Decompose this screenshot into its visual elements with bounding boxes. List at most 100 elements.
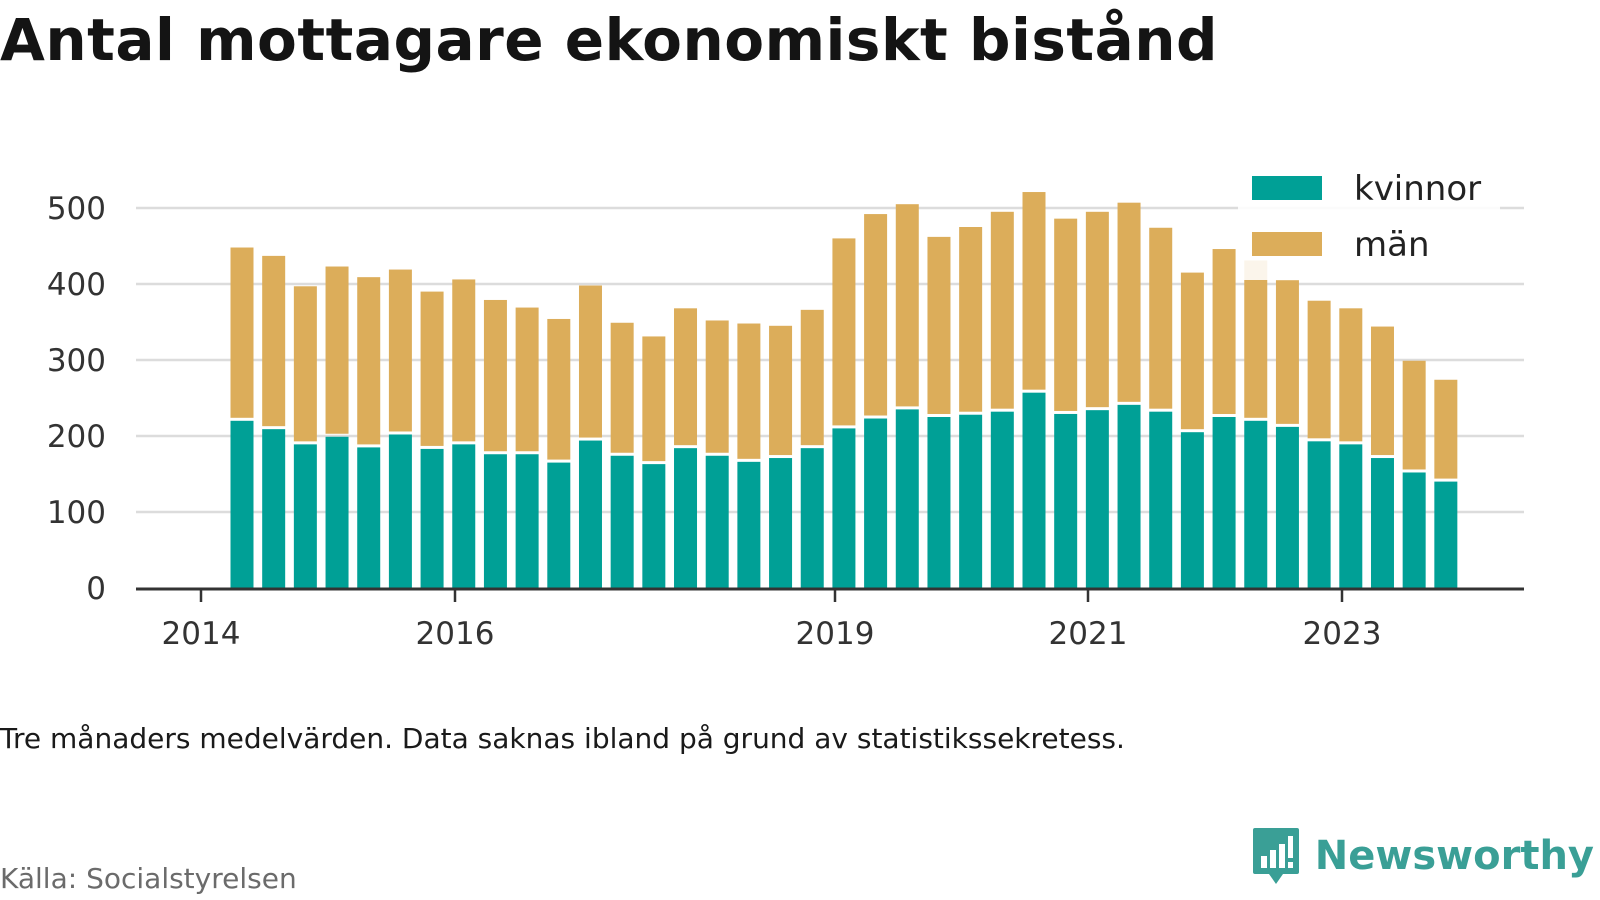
bar-man (547, 318, 571, 460)
bar-kvinnor (1402, 472, 1426, 588)
bar-kvinnor (1434, 481, 1458, 588)
bar-man (610, 322, 634, 453)
bar-man (769, 325, 793, 456)
bar-man (1180, 272, 1204, 430)
bar-man (1244, 260, 1268, 418)
bar-kvinnor (927, 417, 951, 588)
bar-kvinnor (230, 420, 254, 588)
bar-man (990, 211, 1014, 409)
bar-kvinnor (1307, 441, 1331, 588)
bar-kvinnor (769, 458, 793, 588)
bar-man (1307, 300, 1331, 439)
bar-kvinnor (1339, 444, 1363, 588)
bar-man (800, 309, 824, 446)
bar-man (1402, 360, 1426, 470)
x-tick-label: 2014 (162, 616, 241, 652)
y-tick-label: 100 (47, 495, 106, 531)
bar-man (927, 236, 951, 414)
bar-man (483, 299, 507, 452)
chart-title: Antal mottagare ekonomiskt bistånd (0, 6, 1219, 74)
bar-kvinnor (864, 418, 888, 588)
bar-man (420, 291, 444, 446)
bar-kvinnor (420, 448, 444, 588)
bar-kvinnor (642, 464, 666, 588)
x-tick-label: 2019 (796, 616, 875, 652)
x-tick-label: 2023 (1303, 616, 1382, 652)
bar-kvinnor (1180, 432, 1204, 588)
bar-kvinnor (705, 455, 729, 588)
bar-man (1370, 326, 1394, 456)
newsworthy-logo: Newsworthy (1251, 826, 1594, 886)
bar-kvinnor (1085, 410, 1109, 588)
bar-kvinnor (1275, 426, 1299, 588)
bar-kvinnor (262, 429, 286, 588)
y-tick-label: 300 (47, 343, 106, 379)
bar-chart-bubble-icon (1252, 828, 1299, 884)
bar-man (674, 308, 698, 446)
bar-man (1212, 249, 1236, 414)
bar-kvinnor (293, 444, 317, 588)
chart-caption: Tre månaders medelvärden. Data saknas ib… (0, 722, 1125, 755)
bar-kvinnor (1117, 404, 1141, 588)
y-axis-tick-labels: 0 100 200 300 400 500 (47, 191, 106, 607)
bar-kvinnor (1212, 417, 1236, 588)
bar-man (325, 266, 349, 434)
legend-label-kvinnor: kvinnor (1354, 169, 1481, 209)
bar-man (230, 247, 254, 418)
bar-kvinnor (388, 434, 412, 588)
bar-man (1054, 218, 1078, 411)
bars (230, 192, 1458, 588)
bar-man (388, 269, 412, 432)
bar-man (1022, 192, 1046, 390)
x-tick-label: 2021 (1049, 616, 1128, 652)
bar-kvinnor (1370, 458, 1394, 588)
bar-kvinnor (547, 462, 571, 588)
bar-man (1117, 202, 1141, 402)
bar-man (515, 307, 539, 452)
bar-kvinnor (483, 454, 507, 588)
bar-kvinnor (990, 411, 1014, 588)
bar-man (1085, 211, 1109, 408)
stacked-bar-chart: 0 100 200 300 400 500 2014 2016 2019 2021 2023 kv… (47, 162, 1524, 652)
bar-kvinnor (515, 454, 539, 588)
bar-man (895, 204, 919, 407)
bar-kvinnor (357, 447, 381, 588)
bar-kvinnor (800, 448, 824, 588)
y-tick-label: 400 (47, 267, 106, 303)
bar-kvinnor (1244, 420, 1268, 588)
bar-man (1149, 227, 1173, 409)
bar-man (705, 320, 729, 453)
bar-kvinnor (674, 448, 698, 588)
bar-man (1275, 280, 1299, 424)
bar-man (959, 227, 983, 412)
bar-man (737, 323, 761, 459)
bar-kvinnor (1149, 411, 1173, 588)
bar-man (1339, 308, 1363, 442)
x-axis-ticks: 2014 2016 2019 2021 2023 (162, 589, 1382, 652)
bar-kvinnor (832, 428, 856, 588)
bar-kvinnor (895, 409, 919, 588)
bar-man (357, 277, 381, 445)
bar-kvinnor (452, 444, 476, 588)
bar-man (642, 336, 666, 462)
bar-man (262, 255, 286, 427)
bar-man (452, 279, 476, 442)
bar-kvinnor (1054, 413, 1078, 588)
bar-man (1434, 379, 1458, 479)
bar-kvinnor (959, 414, 983, 588)
bar-man (578, 285, 602, 438)
y-tick-label: 0 (86, 571, 106, 607)
brand-name: Newsworthy (1314, 833, 1594, 879)
bar-man (293, 286, 317, 442)
x-tick-label: 2016 (416, 616, 495, 652)
bar-kvinnor (578, 440, 602, 588)
y-tick-label: 200 (47, 419, 106, 455)
source-note: Källa: Socialstyrelsen (0, 862, 297, 895)
bar-man (832, 238, 856, 426)
legend: kvinnor män (1238, 162, 1500, 280)
bar-kvinnor (325, 436, 349, 588)
bar-kvinnor (1022, 392, 1046, 588)
bar-kvinnor (610, 455, 634, 588)
legend-swatch-kvinnor (1252, 176, 1322, 200)
bar-kvinnor (737, 461, 761, 588)
